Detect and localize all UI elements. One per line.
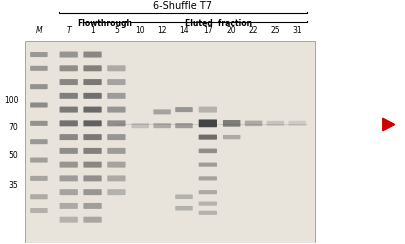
FancyBboxPatch shape (107, 79, 125, 85)
FancyBboxPatch shape (83, 120, 101, 126)
Text: 31: 31 (292, 26, 301, 35)
FancyBboxPatch shape (107, 120, 125, 126)
FancyBboxPatch shape (83, 162, 101, 168)
FancyBboxPatch shape (244, 121, 262, 126)
FancyBboxPatch shape (198, 163, 216, 167)
Text: 6-Shuffle T7: 6-Shuffle T7 (153, 1, 212, 11)
FancyBboxPatch shape (175, 123, 192, 128)
FancyBboxPatch shape (30, 66, 47, 71)
FancyBboxPatch shape (83, 65, 101, 71)
FancyBboxPatch shape (83, 189, 101, 195)
FancyBboxPatch shape (107, 189, 125, 195)
FancyBboxPatch shape (288, 121, 305, 126)
FancyBboxPatch shape (83, 134, 101, 140)
FancyBboxPatch shape (153, 109, 171, 114)
FancyBboxPatch shape (25, 41, 314, 243)
FancyBboxPatch shape (30, 102, 47, 108)
FancyBboxPatch shape (60, 148, 78, 154)
FancyBboxPatch shape (198, 107, 216, 112)
FancyBboxPatch shape (175, 194, 192, 199)
FancyBboxPatch shape (175, 206, 192, 211)
FancyBboxPatch shape (83, 175, 101, 181)
FancyBboxPatch shape (107, 134, 125, 140)
FancyBboxPatch shape (83, 203, 101, 209)
FancyBboxPatch shape (30, 139, 47, 144)
FancyBboxPatch shape (30, 121, 47, 126)
FancyBboxPatch shape (60, 107, 78, 112)
FancyBboxPatch shape (153, 123, 171, 128)
Text: 50: 50 (9, 151, 18, 160)
FancyBboxPatch shape (107, 107, 125, 112)
Text: 25: 25 (270, 26, 279, 35)
FancyBboxPatch shape (83, 107, 101, 112)
FancyBboxPatch shape (198, 135, 216, 140)
FancyBboxPatch shape (107, 93, 125, 99)
Text: 22: 22 (248, 26, 258, 35)
FancyBboxPatch shape (107, 162, 125, 168)
FancyBboxPatch shape (83, 217, 101, 223)
FancyBboxPatch shape (60, 175, 78, 181)
FancyBboxPatch shape (131, 123, 149, 128)
FancyBboxPatch shape (30, 52, 47, 57)
FancyBboxPatch shape (83, 51, 101, 58)
FancyBboxPatch shape (60, 217, 78, 223)
Text: M: M (36, 26, 42, 35)
Text: T: T (66, 26, 71, 35)
Text: Flowthrough: Flowthrough (77, 19, 132, 28)
Text: 100: 100 (4, 96, 18, 105)
Text: 20: 20 (226, 26, 236, 35)
FancyBboxPatch shape (198, 190, 216, 194)
FancyBboxPatch shape (60, 162, 78, 168)
Text: 17: 17 (202, 26, 212, 35)
FancyBboxPatch shape (60, 134, 78, 140)
Text: Eluted  fraction: Eluted fraction (185, 19, 252, 28)
Polygon shape (382, 118, 394, 131)
Text: 1: 1 (90, 26, 95, 35)
FancyBboxPatch shape (30, 84, 47, 89)
FancyBboxPatch shape (222, 135, 240, 139)
FancyBboxPatch shape (198, 176, 216, 181)
Text: 35: 35 (9, 181, 18, 190)
FancyBboxPatch shape (60, 51, 78, 58)
FancyBboxPatch shape (175, 107, 192, 112)
FancyBboxPatch shape (107, 175, 125, 181)
FancyBboxPatch shape (30, 208, 47, 213)
FancyBboxPatch shape (83, 79, 101, 85)
FancyBboxPatch shape (30, 158, 47, 163)
FancyBboxPatch shape (83, 148, 101, 154)
FancyBboxPatch shape (30, 194, 47, 199)
FancyBboxPatch shape (198, 149, 216, 153)
FancyBboxPatch shape (83, 93, 101, 99)
FancyBboxPatch shape (266, 121, 284, 126)
FancyBboxPatch shape (60, 65, 78, 71)
FancyBboxPatch shape (60, 120, 78, 126)
FancyBboxPatch shape (30, 176, 47, 181)
FancyBboxPatch shape (60, 203, 78, 209)
Text: 12: 12 (157, 26, 166, 35)
Text: 70: 70 (9, 123, 18, 132)
FancyBboxPatch shape (107, 65, 125, 71)
FancyBboxPatch shape (198, 202, 216, 206)
FancyBboxPatch shape (198, 120, 216, 127)
FancyBboxPatch shape (60, 189, 78, 195)
Text: 10: 10 (135, 26, 145, 35)
Text: 14: 14 (179, 26, 188, 35)
FancyBboxPatch shape (60, 93, 78, 99)
FancyBboxPatch shape (198, 211, 216, 215)
FancyBboxPatch shape (222, 120, 240, 127)
FancyBboxPatch shape (107, 148, 125, 154)
Text: 5: 5 (114, 26, 119, 35)
FancyBboxPatch shape (60, 79, 78, 85)
